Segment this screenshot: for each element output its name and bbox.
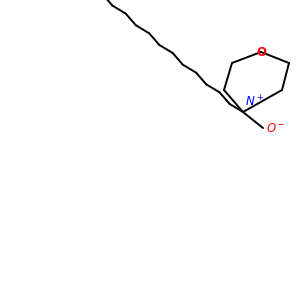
Text: $N^+$: $N^+$ <box>245 95 264 110</box>
Text: $O^-$: $O^-$ <box>266 122 286 134</box>
Text: O: O <box>256 46 266 59</box>
